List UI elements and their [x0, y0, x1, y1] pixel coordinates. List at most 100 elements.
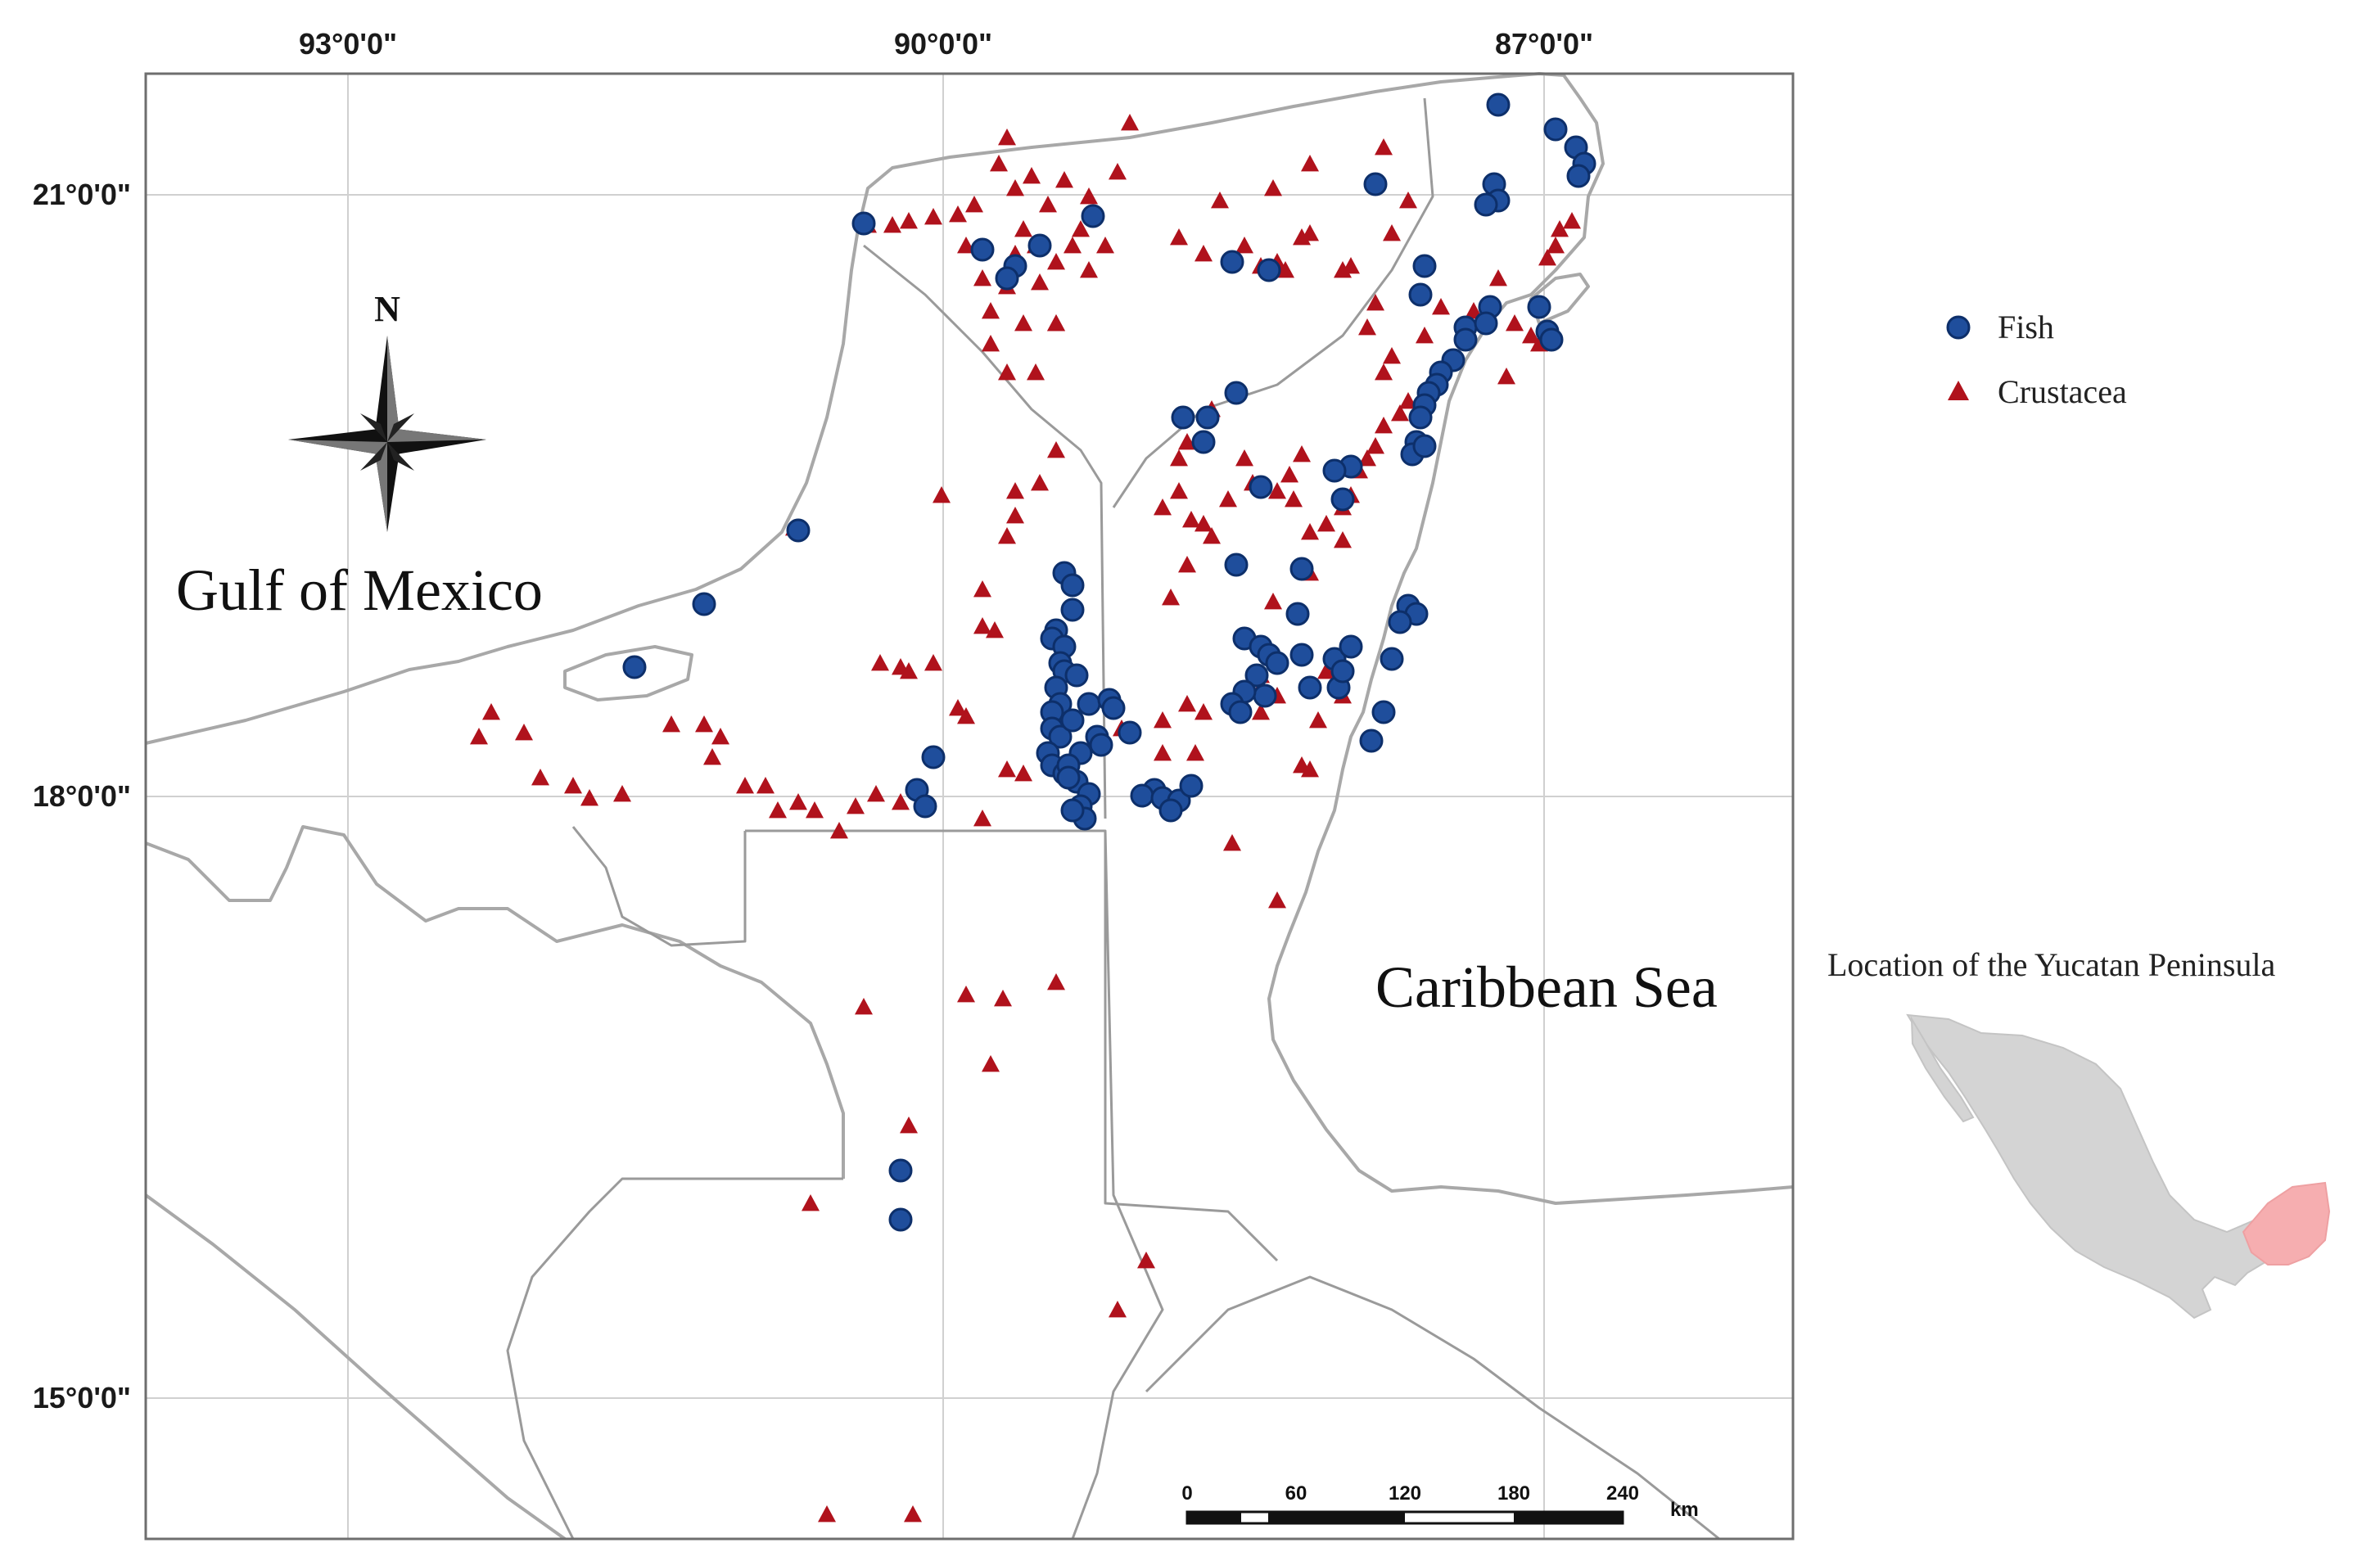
crustacea-point: [613, 785, 631, 802]
crustacea-point: [1121, 114, 1139, 131]
crustacea-point: [1399, 392, 1417, 409]
peninsula-coastline: [145, 72, 1794, 1205]
crustacea-point: [1375, 417, 1393, 434]
crustacea-point: [1186, 744, 1204, 761]
crustacea-point: [1109, 1301, 1127, 1318]
crustacea-point: [1432, 298, 1450, 315]
crustacea-point: [703, 748, 721, 765]
fish-points: [622, 92, 1596, 1232]
crustacea-point: [986, 621, 1004, 638]
fish-point: [1101, 696, 1126, 720]
crustacea-point: [1047, 314, 1065, 332]
scale-tick-60: 60: [1285, 1482, 1307, 1505]
crustacea-point: [1006, 179, 1024, 196]
fish-point: [995, 266, 1019, 291]
fish-point: [1453, 327, 1478, 352]
fish-point: [1027, 233, 1052, 258]
state-borders: [506, 97, 1720, 1541]
crustacea-point: [531, 769, 549, 786]
fish-point: [1539, 327, 1564, 352]
fish-point: [1060, 573, 1085, 598]
map-panel: [144, 72, 1795, 1541]
crustacea-point: [1506, 314, 1524, 332]
fish-point: [1060, 598, 1085, 622]
crustacea-point: [662, 715, 680, 733]
crustacea-point: [830, 822, 848, 839]
crustacea-point: [1383, 347, 1401, 364]
lon-93-label: 93°0'0": [299, 27, 397, 61]
fish-point: [888, 1207, 913, 1232]
crustacea-point: [998, 363, 1016, 381]
graticule: [146, 74, 1793, 1539]
crustacea-point: [1383, 224, 1401, 241]
scale-seg-3: [1296, 1512, 1405, 1523]
fish-point: [1195, 405, 1220, 430]
scale-bar: 0 60 120 180 240 km: [1181, 1482, 1699, 1525]
crustacea-point: [564, 777, 582, 794]
fish-point: [1408, 282, 1433, 307]
crustacea-point: [1014, 220, 1032, 237]
crustacea-point: [965, 196, 983, 213]
crustacea-point: [1235, 449, 1253, 467]
crustacea-point: [1014, 314, 1032, 332]
crustacea-point: [933, 486, 951, 503]
crustacea-point: [1309, 711, 1327, 729]
crustacea-point: [1154, 499, 1172, 516]
crustacea-point: [892, 793, 910, 810]
fish-point: [1285, 602, 1310, 626]
crustacea-point: [973, 269, 991, 286]
pacific-shore: [144, 1193, 567, 1541]
border-chiapas-guatemala: [506, 1177, 843, 1540]
fish-point: [1265, 651, 1289, 675]
legend-fish-label: Fish: [1998, 309, 2054, 345]
crustacea-point: [1072, 220, 1090, 237]
fish-point: [851, 211, 876, 236]
fish-point: [1486, 92, 1511, 117]
crustacea-point: [736, 777, 754, 794]
fish-point: [1388, 610, 1412, 634]
crustacea-point: [1285, 490, 1303, 508]
crustacea-point: [998, 129, 1016, 146]
crustacea-point: [1276, 261, 1294, 278]
crustacea-point: [1358, 318, 1376, 336]
fish-point: [1060, 798, 1085, 823]
fish-point: [1220, 250, 1244, 274]
fish-point: [1371, 700, 1396, 724]
crustacea-point: [470, 728, 488, 745]
crustacea-point: [1342, 257, 1360, 274]
crustacea-point: [1039, 196, 1057, 213]
crustacea-point: [1301, 224, 1319, 241]
fish-point: [1228, 700, 1253, 724]
crustacea-point: [1195, 245, 1213, 262]
fish-point: [1056, 765, 1081, 790]
crustacea-point: [998, 760, 1016, 778]
crustacea-point: [1023, 167, 1041, 184]
fish-point: [1330, 487, 1355, 512]
crustacea-point: [924, 208, 942, 225]
fish-point: [1048, 724, 1073, 749]
crustacea-points: [470, 114, 1581, 1523]
fish-point: [1298, 675, 1322, 700]
crustacea-point: [1080, 261, 1098, 278]
crustacea-point: [1047, 441, 1065, 458]
crustacea-point: [1031, 474, 1049, 491]
crustacea-point: [1563, 212, 1581, 229]
crustacea-point: [1080, 187, 1098, 205]
legend-fish-marker: [1946, 315, 1971, 340]
crustacea-point: [806, 801, 824, 819]
crustacea-point: [900, 1117, 918, 1134]
lat-18-label: 18°0'0": [33, 779, 131, 813]
crustacea-point: [1203, 527, 1221, 544]
fish-point: [1089, 733, 1113, 757]
fish-point: [1412, 254, 1437, 278]
fish-point: [622, 655, 647, 679]
crustacea-point: [1064, 237, 1082, 254]
crustacea-point: [990, 155, 1008, 172]
inset-baja-california: [1910, 1016, 1975, 1123]
crustacea-point: [1551, 220, 1569, 237]
crustacea-point: [1334, 531, 1352, 548]
legend: Fish Crustacea: [1946, 309, 2127, 410]
crustacea-point: [1358, 449, 1376, 467]
fish-point: [1224, 553, 1249, 577]
